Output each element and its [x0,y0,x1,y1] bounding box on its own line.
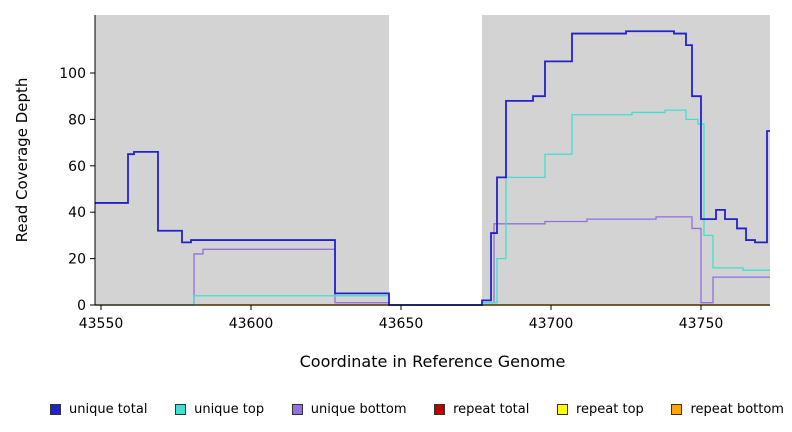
repeat-bottom-swatch-icon [671,404,683,415]
series-unique-total [95,30,770,306]
legend-item-unique-top: unique top [175,402,264,417]
repeat-total-swatch-icon [434,404,446,415]
legend-label: unique top [194,402,265,417]
legend-label: unique bottom [310,402,407,417]
x-axis-title: Coordinate in Reference Genome [299,352,566,371]
legend-item-unique-total: unique total [50,402,147,417]
y-tick-label: 100 [59,66,86,82]
repeat-top-swatch-icon [557,404,568,415]
series-unique-bottom [95,216,770,306]
coverage-plot: 43550 43600 43650 43700 43750 0 20 40 60 80 100 [59,15,770,332]
legend-item-repeat-bottom: repeat bottom [671,402,784,417]
x-tick-label: 43600 [229,316,274,332]
legend: unique total unique top unique bottom re… [50,402,784,417]
legend-item-repeat-total: repeat total [434,402,529,417]
y-tick-label: 40 [68,205,86,221]
y-tick-label: 60 [68,159,86,175]
x-tick-label: 43700 [529,316,574,332]
legend-label: repeat top [576,402,644,417]
legend-item-unique-bottom: unique bottom [291,402,407,417]
legend-label: unique total [69,402,148,417]
x-tick-label: 43750 [679,316,724,332]
x-tick-label: 43550 [79,316,124,332]
unique-total-swatch-icon [50,404,61,415]
x-tick-label: 43650 [379,316,424,332]
legend-label: repeat bottom [690,402,784,417]
legend-item-repeat-top: repeat top [557,402,644,417]
masked-region [389,15,482,305]
y-tick-label: 20 [68,252,86,268]
y-tick-label: 0 [77,298,86,314]
unique-top-swatch-icon [175,404,187,415]
legend-label: repeat total [453,402,530,417]
unique-bottom-swatch-icon [291,404,303,415]
y-tick-label: 80 [68,112,86,128]
